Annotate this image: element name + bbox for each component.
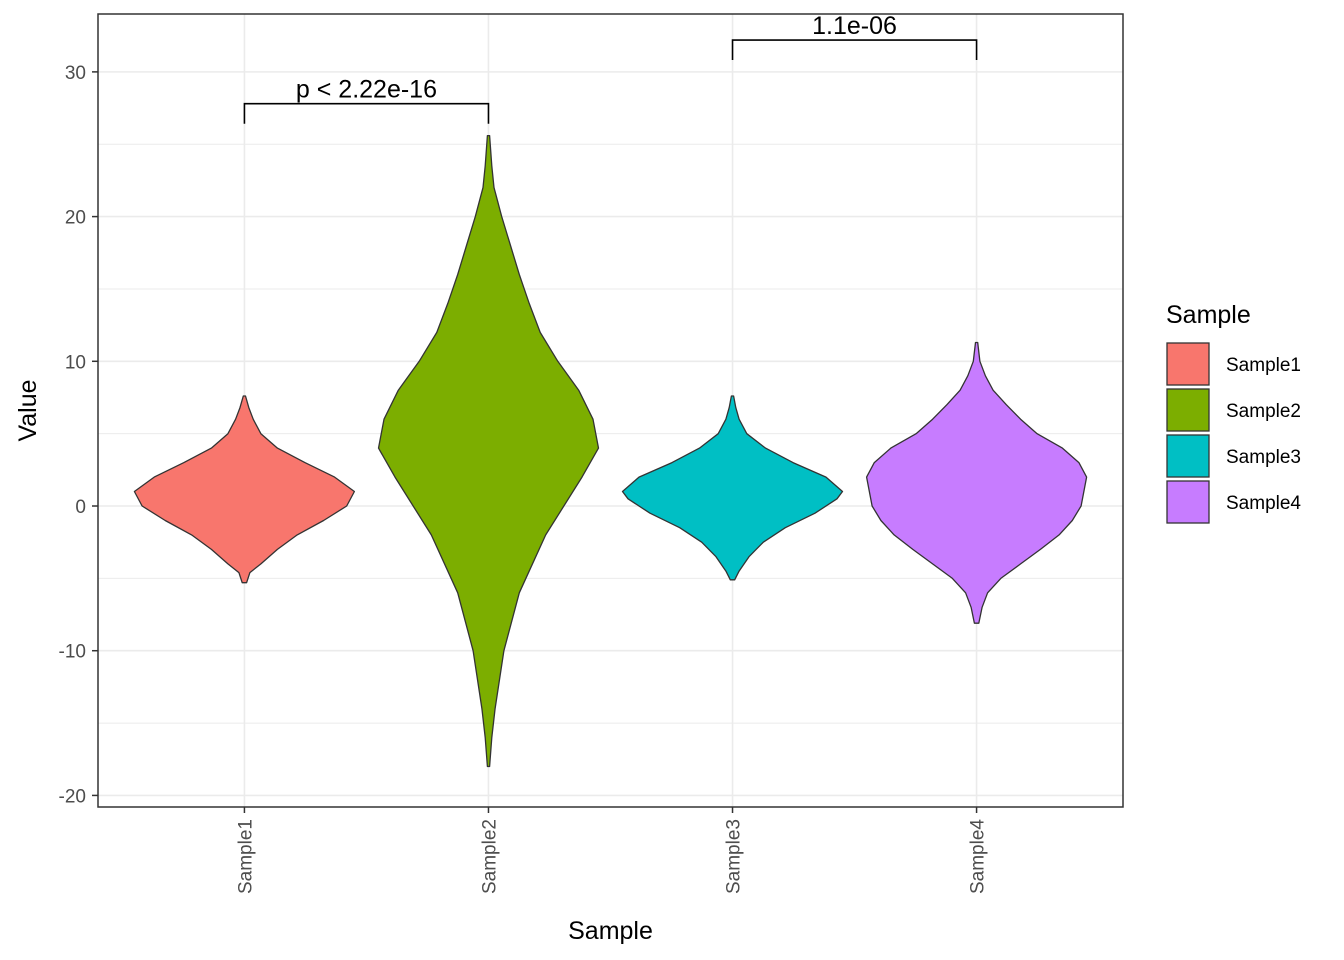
y-axis: -20 -10 0 10 20 30 (59, 63, 98, 807)
y-tick-label: -20 (59, 786, 86, 807)
y-tick-label: 20 (65, 208, 86, 229)
violin-sample1 (133, 395, 356, 584)
violins (133, 134, 1088, 768)
x-tick-label: Sample4 (968, 819, 989, 894)
legend-label: Sample4 (1226, 493, 1301, 514)
significance-bracket (731, 39, 978, 61)
legend-key-sample4 (1166, 480, 1210, 524)
x-axis: Sample1 Sample2 Sample3 Sample4 (235, 807, 989, 894)
x-tick-label: Sample1 (235, 819, 256, 894)
legend-key-sample3 (1166, 434, 1210, 478)
legend-key-sample2 (1166, 388, 1210, 432)
y-tick-label: -10 (59, 642, 86, 663)
violin-sample4 (865, 341, 1088, 624)
legend-key-sample1 (1166, 342, 1210, 386)
y-tick-label: 0 (75, 497, 86, 518)
significance-label: p < 2.22e-16 (296, 76, 437, 104)
legend-label: Sample1 (1226, 355, 1301, 376)
significance-bracket (243, 102, 490, 124)
legend-label: Sample2 (1226, 401, 1301, 422)
significance-annotations: p < 2.22e-16 1.1e-06 (243, 12, 978, 124)
x-axis-title: Sample (568, 917, 653, 945)
legend: Sample Sample1 Sample2 Sample3 Sample4 (1166, 301, 1301, 524)
y-tick-label: 30 (65, 63, 86, 84)
x-tick-label: Sample2 (479, 819, 500, 894)
legend-label: Sample3 (1226, 447, 1301, 468)
legend-title: Sample (1166, 301, 1251, 329)
y-axis-title: Value (14, 379, 42, 441)
violin-sample3 (621, 395, 844, 581)
y-tick-label: 10 (65, 352, 86, 373)
panel-border (97, 13, 1124, 808)
x-tick-label: Sample3 (724, 819, 745, 894)
significance-label: 1.1e-06 (812, 12, 897, 40)
violin-sample2 (377, 134, 600, 768)
